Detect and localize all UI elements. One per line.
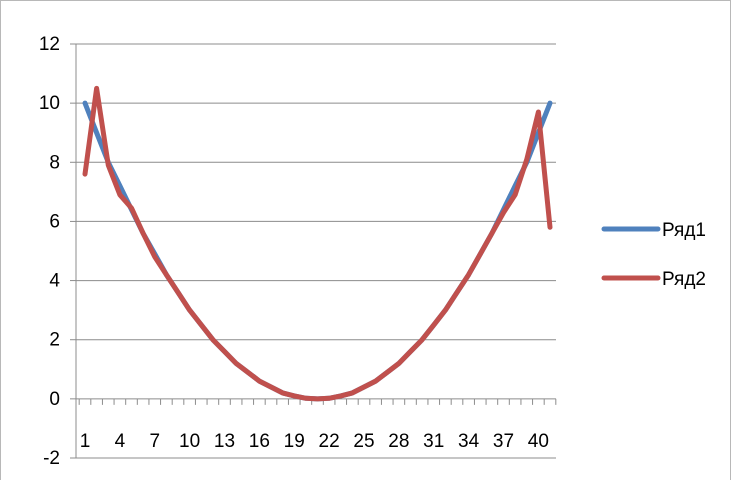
y-tick-label: -2	[43, 448, 60, 469]
legend-label-1: Ряд1	[662, 220, 706, 241]
series-lines	[82, 85, 553, 402]
y-tick-label: 2	[49, 330, 60, 351]
x-tick-label: 1	[80, 431, 91, 452]
x-tick-label: 34	[458, 431, 480, 452]
y-tick-label: 8	[49, 152, 60, 173]
y-tick-label: 6	[49, 211, 60, 232]
x-tick-label: 37	[493, 431, 514, 452]
x-tick-label: 22	[319, 431, 340, 452]
x-tick-label: 28	[388, 431, 409, 452]
y-tick-label: 10	[39, 93, 60, 114]
y-tick-label: 4	[49, 271, 60, 292]
x-tick-label: 19	[284, 431, 305, 452]
x-tick-label: 31	[423, 431, 444, 452]
x-axis-tick-labels: 1 4 7 10 13 16 19 22 25 28 31 34 37 40	[80, 431, 549, 452]
x-tick-label: 4	[115, 431, 126, 452]
x-tick-label: 10	[179, 431, 200, 452]
legend: Ряд1 Ряд2	[601, 220, 706, 290]
x-tick-label: 16	[249, 431, 270, 452]
x-tick-label: 25	[353, 431, 374, 452]
x-tick-label: 13	[214, 431, 235, 452]
y-tick-label: 0	[49, 389, 60, 410]
x-tick-label: 40	[528, 431, 549, 452]
y-tick-label: 12	[39, 34, 60, 55]
x-tick-label: 7	[149, 431, 160, 452]
gridlines	[76, 43, 556, 459]
series-line-2	[82, 85, 553, 402]
legend-label-2: Ряд2	[662, 269, 706, 290]
y-axis-tick-labels: -2 0 2 4 6 8 10 12	[39, 34, 61, 469]
